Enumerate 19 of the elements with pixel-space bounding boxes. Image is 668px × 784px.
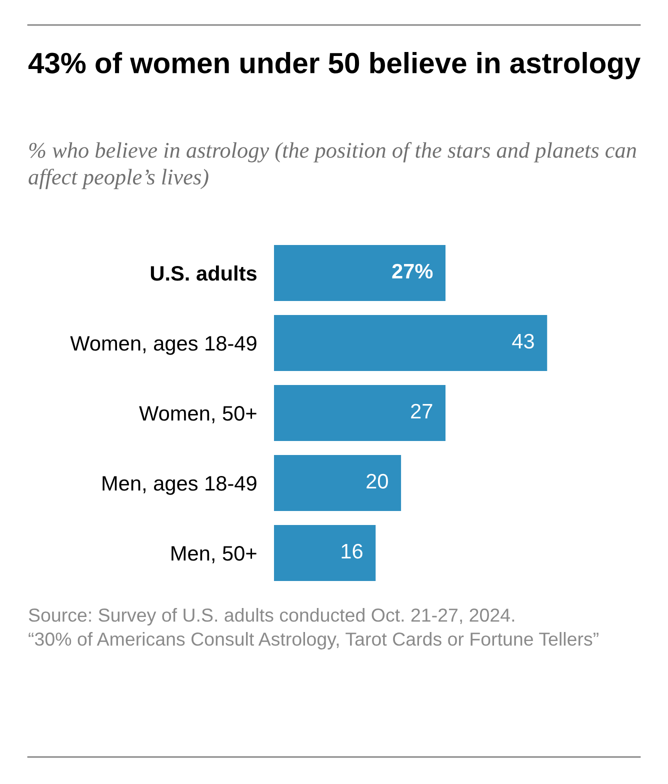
bar bbox=[274, 245, 446, 301]
y-tick-label: U.S. adults bbox=[150, 265, 256, 281]
chart-subtitle: % who believe in astrology (the position of the stars and planets can affect people’s lives) bbox=[28, 142, 636, 190]
data-label: 27 bbox=[411, 404, 432, 418]
bar bbox=[274, 455, 402, 511]
data-label: 27% bbox=[392, 264, 433, 279]
bar bbox=[274, 525, 376, 581]
data-label: 20 bbox=[366, 474, 388, 489]
data-label: 43 bbox=[512, 334, 534, 349]
data-label: 16 bbox=[342, 544, 362, 559]
y-tick-label: Men, 50+ bbox=[172, 546, 256, 564]
y-tick-label: Men, ages 18-49 bbox=[102, 476, 256, 495]
bar bbox=[274, 385, 446, 441]
source-note: Source: Survey of U.S. adults conducted Oct. 21-27, 2024. bbox=[28, 608, 514, 626]
chart-title: 43% of women under 50 believe in astrology bbox=[28, 52, 641, 80]
y-tick-label: Women, 50+ bbox=[139, 406, 256, 424]
bar bbox=[274, 315, 548, 371]
y-tick-label: Women, ages 18-49 bbox=[70, 336, 256, 355]
text: “30% of Americans Consult Astrology, Tarot Cards or Fortune Tellers” bbox=[28, 632, 598, 650]
